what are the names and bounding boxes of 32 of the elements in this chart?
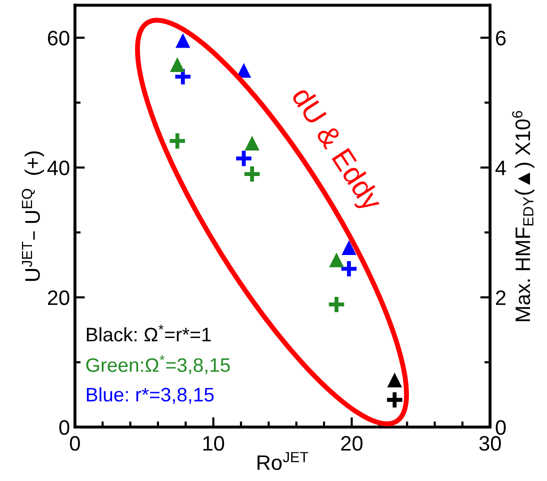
x-tick-label: 0 bbox=[70, 436, 80, 451]
y-tick-label: 60 bbox=[48, 30, 70, 46]
point bbox=[339, 259, 359, 278]
y2-tick-label: 4 bbox=[495, 160, 506, 176]
point bbox=[245, 136, 260, 150]
y-tick-label: 20 bbox=[48, 290, 70, 306]
point bbox=[330, 253, 344, 268]
x-tick-label: 10 bbox=[203, 436, 224, 451]
annotation: Black: Ω$^{*}$=r*=1 bbox=[86, 324, 211, 342]
annotation: Blue: r*=3,8,15 bbox=[86, 387, 214, 404]
y2-tick-label: 0 bbox=[496, 420, 506, 435]
y-axis-title: U$^{JET}$– U$^{EQ}$ (+) bbox=[22, 151, 44, 281]
x-tick-label: 30 bbox=[479, 436, 501, 451]
point bbox=[388, 373, 402, 388]
y2-tick-label: 2 bbox=[496, 290, 506, 305]
point bbox=[242, 164, 262, 184]
point bbox=[176, 34, 190, 48]
x-tick-label: 20 bbox=[341, 436, 362, 451]
y-tick-label: 40 bbox=[47, 160, 70, 176]
y-tick-label: 0 bbox=[59, 420, 70, 435]
y2-axis-title: Max. HMF$_{EDY}$(▲) X10$^{6}$ bbox=[512, 110, 534, 322]
y2-tick-label: 6 bbox=[496, 30, 506, 46]
point bbox=[234, 148, 254, 168]
point bbox=[236, 64, 251, 78]
annotation: Green:Ω$^{*}$=3,8,15 bbox=[86, 355, 230, 374]
point bbox=[342, 241, 356, 255]
point bbox=[173, 67, 192, 86]
point bbox=[168, 131, 187, 151]
point bbox=[170, 58, 184, 72]
point bbox=[385, 390, 404, 410]
point bbox=[326, 294, 346, 314]
x-axis-title: Ro$^{JET}$ bbox=[258, 452, 308, 470]
